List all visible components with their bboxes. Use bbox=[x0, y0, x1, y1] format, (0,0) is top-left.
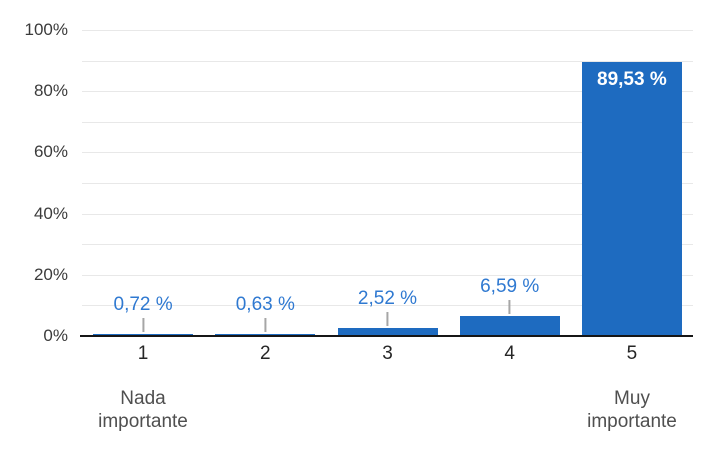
bar-value-label: 2,52 % bbox=[357, 288, 418, 310]
gridline bbox=[82, 152, 693, 154]
x-axis-line bbox=[80, 335, 693, 337]
bar-value-label-group: 2,52 % bbox=[357, 288, 418, 327]
gridline bbox=[82, 91, 693, 93]
x-axis-category-label: 2 bbox=[260, 343, 271, 364]
leader-line bbox=[142, 317, 145, 332]
leader-line bbox=[386, 312, 389, 327]
leader-line bbox=[264, 318, 267, 332]
gridline bbox=[82, 305, 693, 307]
y-axis-tick-label: 20% bbox=[33, 264, 68, 284]
plot-area: 0,72 % 0,63 % 2,52 % 6,59 % 89,53 % bbox=[80, 30, 693, 337]
y-axis-tick-label: 40% bbox=[33, 203, 68, 223]
gridline bbox=[82, 121, 693, 123]
bar-3 bbox=[337, 328, 438, 336]
leader-line bbox=[508, 299, 511, 314]
bar-value-label: 0,72 % bbox=[113, 293, 173, 315]
y-axis-tick-label: 100% bbox=[24, 20, 68, 39]
bar-1 bbox=[93, 333, 194, 336]
bar-value-label-group: 0,72 % bbox=[114, 294, 173, 332]
x-axis-category-label: 1 bbox=[137, 343, 149, 364]
gridline bbox=[82, 183, 693, 184]
gridline bbox=[82, 213, 693, 215]
x-axis-category-label: 5 bbox=[626, 343, 638, 364]
bar-value-label: 89,53 % bbox=[597, 69, 667, 91]
gridline bbox=[82, 244, 693, 246]
bar-value-label-group: 6,59 % bbox=[480, 276, 539, 314]
gridline bbox=[82, 274, 693, 276]
bar-4 bbox=[459, 315, 560, 336]
bar-value-label-group: 0,63 % bbox=[236, 294, 295, 332]
gridline bbox=[82, 30, 693, 31]
x-axis-caption-right: Muy importante bbox=[587, 388, 677, 432]
y-axis-tick-label: 60% bbox=[33, 142, 68, 162]
y-axis-tick-label: 0% bbox=[43, 326, 68, 345]
gridline bbox=[82, 60, 693, 62]
x-axis-category-label: 3 bbox=[382, 343, 393, 364]
x-axis-category-label: 4 bbox=[504, 343, 515, 364]
y-axis-tick-label: 80% bbox=[33, 81, 68, 101]
bar-value-label: 0,63 % bbox=[235, 294, 295, 315]
bar-5 bbox=[581, 62, 682, 336]
x-axis-caption-left: Nada importante bbox=[98, 388, 188, 432]
bar-value-label: 6,59 % bbox=[480, 275, 540, 297]
